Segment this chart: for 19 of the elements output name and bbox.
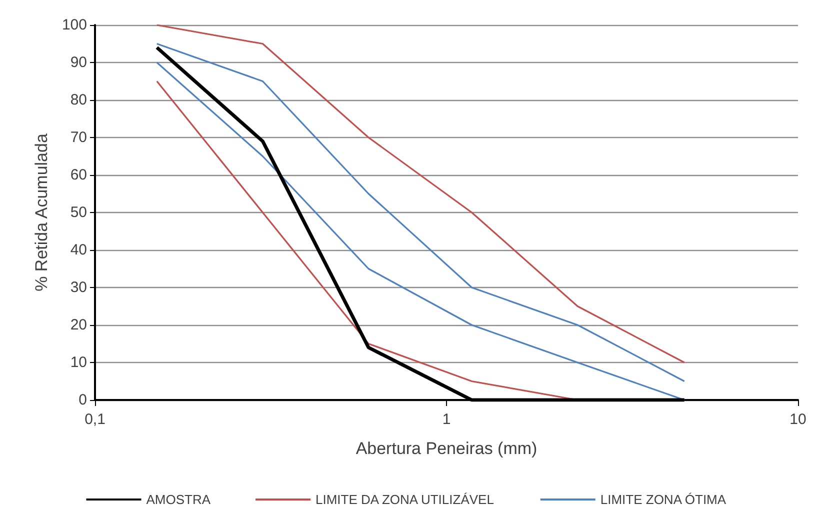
y-tick-label: 30 bbox=[70, 279, 87, 296]
y-tick-label: 90 bbox=[70, 54, 87, 71]
y-tick-label: 80 bbox=[70, 92, 87, 108]
y-tick-label: 60 bbox=[70, 166, 87, 184]
legend-label: LIMITE ZONA ÓTIMA bbox=[600, 492, 726, 507]
y-tick-label: 50 bbox=[70, 204, 87, 221]
y-tick-label: 40 bbox=[70, 242, 87, 258]
y-tick-label: 10 bbox=[70, 354, 87, 371]
legend-label: AMOSTRA bbox=[146, 492, 211, 507]
x-tick-label: 10 bbox=[790, 411, 806, 428]
y-tick-label: 20 bbox=[70, 316, 87, 334]
y-tick-label: 70 bbox=[70, 129, 87, 146]
y-tick-label: 100 bbox=[62, 16, 87, 34]
legend-label: LIMITE DA ZONA UTILIZÁVEL bbox=[316, 492, 494, 507]
x-axis-title: Abertura Peneiras (mm) bbox=[356, 439, 538, 458]
x-tick-label: 0,1 bbox=[84, 411, 106, 428]
y-axis-title: % Retida Acumulada bbox=[32, 133, 51, 292]
x-tick-label: 1 bbox=[442, 411, 451, 428]
y-tick-label: 0 bbox=[78, 392, 87, 408]
